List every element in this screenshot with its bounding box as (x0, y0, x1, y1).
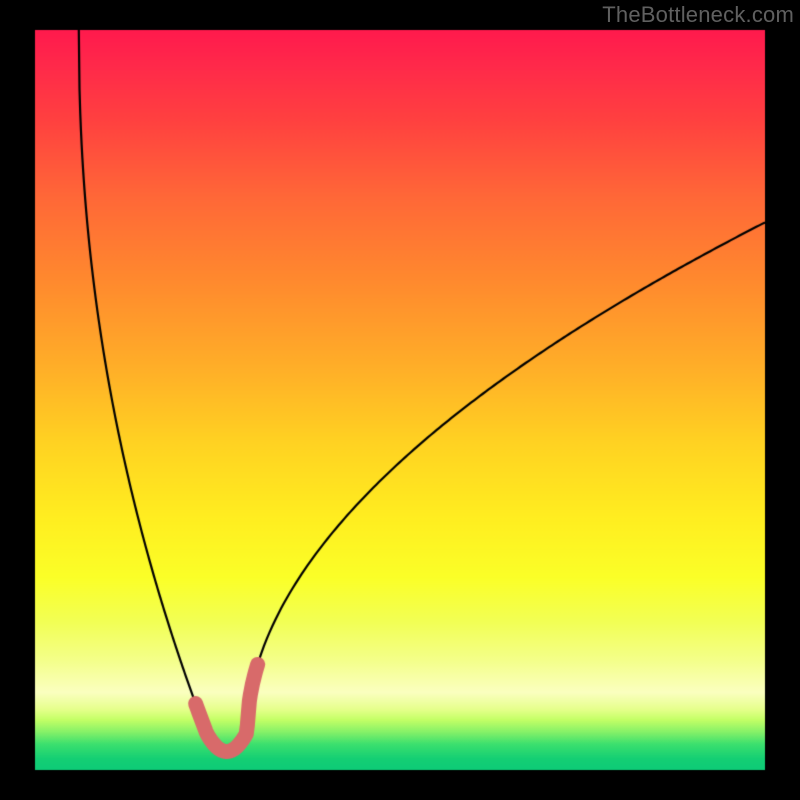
bottleneck-curve-chart (0, 0, 800, 800)
chart-stage: TheBottleneck.com (0, 0, 800, 800)
watermark-text: TheBottleneck.com (602, 2, 794, 28)
